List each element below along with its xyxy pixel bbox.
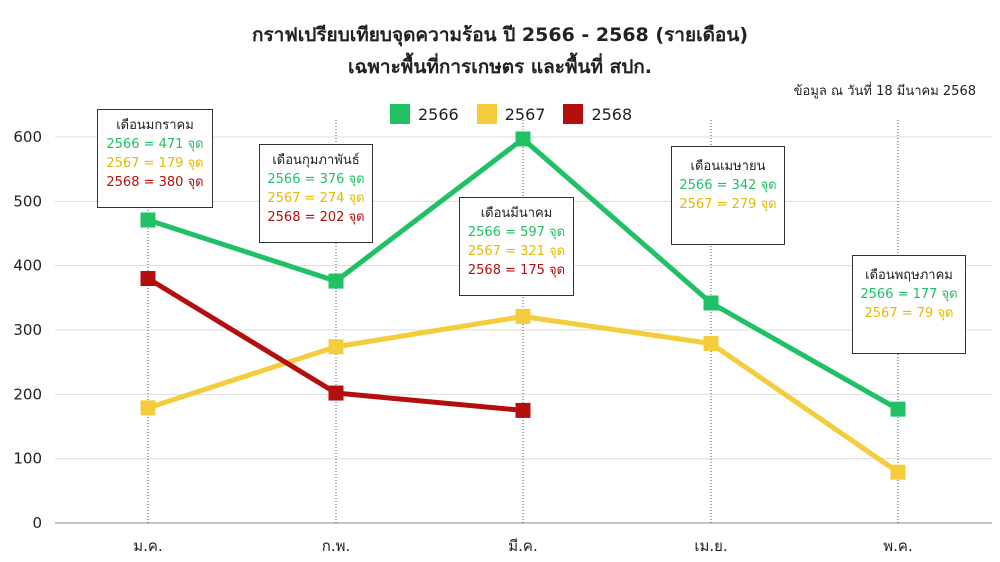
data-point-2566 xyxy=(890,401,906,417)
legend-swatch xyxy=(563,104,584,124)
callout-box: เดือนกุมภาพันธ์ 2566 = 376 จุด 2567 = 274 … xyxy=(259,144,373,243)
y-tick-label: 300 xyxy=(13,321,42,339)
callout-value: 2566 = 177 จุด xyxy=(860,287,958,302)
data-point-2566 xyxy=(703,295,719,311)
chart-subtitle: เฉพาะพื้นที่การเกษตร และพื้นที่ สปก. xyxy=(347,56,653,78)
y-tick-label: 100 xyxy=(13,450,42,468)
legend-item-2567: 2567 xyxy=(476,104,546,124)
callout-value: 2567 = 179 จุด xyxy=(106,156,204,171)
legend-item-2568: 2568 xyxy=(563,104,632,124)
chart-title: กราฟเปรียบเทียบจุดความร้อน ปี 2566 - 256… xyxy=(251,24,749,46)
data-point-2566 xyxy=(515,131,531,147)
data-point-2567 xyxy=(328,339,344,355)
callout-title: เดือนมกราคม xyxy=(116,118,194,133)
callout-box: เดือนพฤษภาคม 2566 = 177 จุด 2567 = 79 จุด xyxy=(852,255,966,354)
callout-value: 2568 = 175 จุด xyxy=(467,263,566,278)
callout-value: 2568 = 202 จุด xyxy=(267,210,365,225)
callout-title: เดือนมีนาคม xyxy=(480,206,553,221)
callout-value: 2566 = 376 จุด xyxy=(267,172,365,187)
legend-item-2566: 2566 xyxy=(390,104,459,124)
y-tick-label: 0 xyxy=(32,514,42,532)
data-point-2568 xyxy=(328,385,344,401)
legend-label: 2566 xyxy=(418,104,459,124)
data-point-2567 xyxy=(703,336,719,352)
callout-box: เดือนมกราคม 2566 = 471 จุด 2567 = 179 จุด 2… xyxy=(97,109,213,208)
callout-box: เดือนมีนาคม 2566 = 597 จุด 2567 = 321 จุด 2… xyxy=(459,197,574,296)
legend-swatch xyxy=(476,104,497,124)
callout-title: เดือนพฤษภาคม xyxy=(865,268,953,283)
legend-swatch xyxy=(390,104,410,124)
callout-value: 2567 = 321 จุด xyxy=(467,244,566,259)
data-point-2566 xyxy=(140,212,156,228)
data-point-2568 xyxy=(140,271,156,287)
data-point-2567 xyxy=(890,464,906,480)
x-tick-label: ก.พ. xyxy=(322,537,351,555)
legend-label: 2567 xyxy=(504,104,546,124)
x-tick-label: มี.ค. xyxy=(508,537,537,555)
data-as-of-note: ข้อมูล ณ วันที่ 18 มีนาคม 2568 xyxy=(793,84,976,99)
y-tick-label: 500 xyxy=(13,192,42,210)
callout-value: 2566 = 471 จุด xyxy=(106,137,204,152)
x-tick-label: ม.ค. xyxy=(133,537,162,555)
callout-value: 2567 = 274 จุด xyxy=(267,191,365,206)
y-tick-label: 400 xyxy=(13,257,42,275)
legend-label: 2568 xyxy=(591,104,633,124)
data-point-2568 xyxy=(515,402,531,418)
callout-title: เดือนเมษายน xyxy=(690,159,766,174)
y-tick-label: 200 xyxy=(13,385,42,403)
data-point-2566 xyxy=(328,273,344,289)
x-tick-label: เม.ย. xyxy=(694,537,727,555)
legend: 2566 2567 2568 xyxy=(390,104,632,124)
callout-title: เดือนกุมภาพันธ์ xyxy=(272,153,360,168)
y-tick-label: 600 xyxy=(13,128,42,146)
callout-box: เดือนเมษายน 2566 = 342 จุด 2567 = 279 จุด xyxy=(671,146,785,245)
data-point-2567 xyxy=(515,308,531,324)
data-point-2567 xyxy=(140,400,156,416)
x-tick-label: พ.ค. xyxy=(883,537,912,555)
callout-value: 2567 = 279 จุด xyxy=(679,197,777,212)
callout-value: 2568 = 380 จุด xyxy=(106,175,204,190)
callout-value: 2566 = 342 จุด xyxy=(679,178,777,193)
callout-value: 2567 = 79 จุด xyxy=(864,306,954,321)
callout-value: 2566 = 597 จุด xyxy=(467,225,566,240)
